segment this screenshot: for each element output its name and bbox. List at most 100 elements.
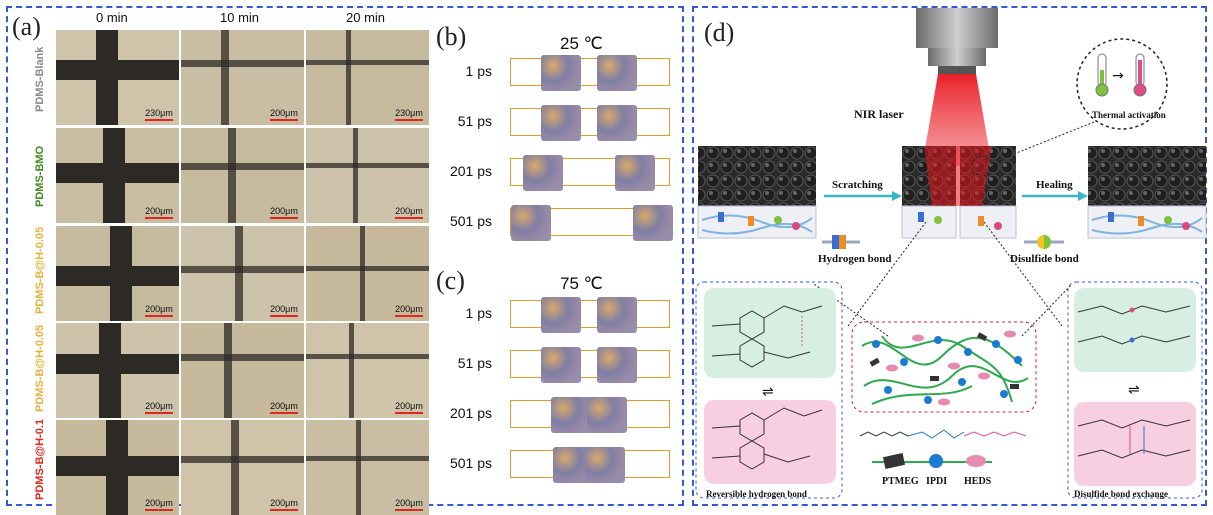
panel-b-temperature: 25 ℃: [560, 34, 603, 53]
disulfide-bond-exchange-label: Disulfide bond exchange: [1074, 489, 1168, 499]
scale-bar: 200μm: [395, 498, 423, 511]
panel-d-label: (d): [704, 18, 735, 47]
time-label-3: 501 ps: [449, 213, 492, 229]
micrograph-r0-c2: 230μm: [306, 30, 429, 125]
micrograph-r4-c1: 200μm: [181, 420, 304, 515]
healed-block: [1087, 146, 1207, 239]
micrograph-r3-c1: 200μm: [181, 323, 304, 418]
reversible-hydrogen-bond-label: Reversible hydrogen bond: [706, 489, 807, 499]
scale-bar: 200μm: [270, 304, 298, 317]
column-title-1: 10 min: [220, 10, 260, 25]
simulation-box-2: [510, 155, 670, 191]
polymer-blob: [551, 397, 591, 433]
scale-bar-label: 200μm: [145, 206, 173, 216]
polymer-blob: [597, 105, 637, 141]
disulfide-bond-label: Disulfide bond: [1010, 253, 1079, 265]
scale-bar: 230μm: [395, 108, 423, 121]
simulation-box-0: [510, 297, 670, 333]
scale-bar: 200μm: [395, 401, 423, 414]
micrograph-r0-c0: 230μm: [56, 30, 179, 125]
legend-ptmeg: PTMEG: [882, 476, 919, 487]
micrograph-r3-c0: 200μm: [56, 323, 179, 418]
micrograph-r4-c2: 200μm: [306, 420, 429, 515]
scratching-label: Scratching: [832, 179, 883, 191]
panel-a-label: (a): [12, 12, 41, 41]
crack-vertical: [224, 323, 232, 418]
crack-vertical: [349, 323, 354, 418]
simulation-box-3: [510, 447, 670, 483]
polymer-blob: [541, 55, 581, 91]
polymer-blob: [587, 397, 627, 433]
panel-c-label: (c): [436, 266, 465, 295]
crack-vertical: [360, 226, 365, 321]
simulation-box-0: [510, 55, 670, 91]
crack-vertical: [235, 226, 243, 321]
scale-bar-label: 200μm: [270, 498, 298, 508]
disulfide-state-2: [1074, 402, 1196, 486]
scale-bar-label: 200μm: [145, 304, 173, 314]
micrograph-r2-c0: 200μm: [56, 226, 179, 321]
scale-bar-label: 200μm: [395, 498, 423, 508]
polymer-blob: [541, 347, 581, 383]
time-label-1: 51 ps: [457, 113, 492, 129]
time-label-0: 1 ps: [465, 305, 492, 321]
scale-bar: 200μm: [270, 206, 298, 219]
micrograph-r1-c1: 200μm: [181, 128, 304, 223]
row-label-1: PDMS-BMO: [34, 145, 46, 207]
crack-horizontal: [181, 60, 304, 67]
crack-horizontal: [306, 266, 429, 271]
crack-horizontal: [306, 354, 429, 359]
scale-bar-label: 230μm: [145, 108, 173, 118]
scale-bar: 200μm: [395, 304, 423, 317]
thermometer-cold-icon: [1095, 53, 1109, 97]
healing-diagram: NIR laser → Thermal activation Scra: [695, 8, 1207, 499]
scratched-block: [901, 146, 1017, 239]
crack-horizontal: [56, 456, 179, 476]
crack-vertical: [231, 420, 239, 515]
panel-c-temperature: 75 ℃: [560, 274, 603, 293]
scale-bar: 230μm: [145, 108, 173, 121]
scale-bar: 200μm: [270, 401, 298, 414]
polymer-blob: [523, 155, 563, 191]
scale-bar: 200μm: [270, 108, 298, 121]
polymer-blob: [541, 297, 581, 333]
scale-bar-label: 200μm: [270, 401, 298, 411]
crack-horizontal: [56, 60, 179, 80]
equilibrium-arrow-right: ⇌: [1128, 382, 1140, 398]
micrograph-r3-c2: 200μm: [306, 323, 429, 418]
scale-bar-label: 200μm: [395, 206, 423, 216]
legend-heds: HEDS: [964, 476, 992, 487]
polymer-blob: [585, 447, 625, 483]
hydrogen-bond-state-2: [704, 400, 836, 484]
simulation-box-3: [510, 205, 673, 241]
polymer-network-box: [851, 321, 1037, 413]
scale-bar: 200μm: [145, 304, 173, 317]
crack-vertical: [228, 128, 236, 223]
legend-ipdi: IPDI: [926, 476, 947, 487]
scale-bar: 200μm: [145, 206, 173, 219]
scale-bar: 200μm: [145, 498, 173, 511]
crack-horizontal: [181, 266, 304, 273]
nir-laser-label: NIR laser: [854, 107, 904, 121]
scale-bar: 200μm: [395, 206, 423, 219]
polymer-blob: [633, 205, 673, 241]
micrograph-r2-c2: 200μm: [306, 226, 429, 321]
scale-bar-label: 200μm: [270, 108, 298, 118]
disulfide-state-1: [1074, 288, 1196, 372]
simulation-box-2: [510, 397, 670, 433]
crack-horizontal: [306, 163, 429, 168]
hydrogen-bond-state-1: [704, 288, 836, 378]
laser-head-icon: [916, 8, 998, 74]
crack-horizontal: [306, 456, 429, 461]
heds-icon: [966, 455, 986, 467]
polymer-blob: [615, 155, 655, 191]
scale-bar-label: 200μm: [395, 401, 423, 411]
time-label-2: 201 ps: [449, 163, 492, 179]
scale-bar-label: 200μm: [145, 401, 173, 411]
ptmeg-icon: [882, 453, 906, 469]
crack-horizontal: [181, 163, 304, 170]
crack-horizontal: [56, 354, 179, 374]
scale-bar-label: 200μm: [145, 498, 173, 508]
hydrogen-bond-icon: [822, 235, 860, 249]
row-label-3: PDMS-B@H-0.05: [34, 324, 46, 412]
